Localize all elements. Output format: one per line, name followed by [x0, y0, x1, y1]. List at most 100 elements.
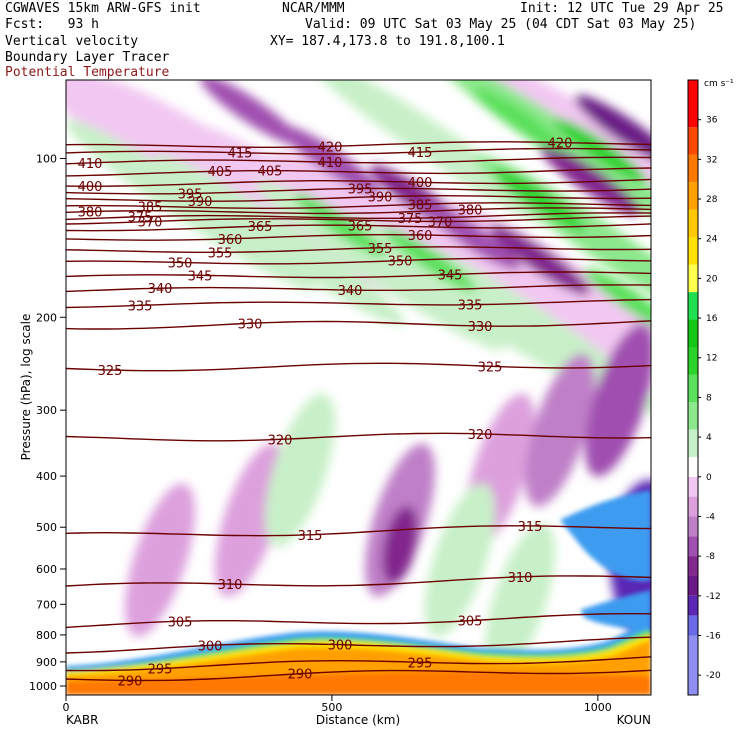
- colorbar-tick-label: 4: [706, 433, 712, 443]
- field-potential-temperature: Potential Temperature: [5, 65, 170, 80]
- theta-contour-label: 290: [288, 668, 313, 683]
- colorbar-swatch-negative: [688, 615, 698, 636]
- theta-contour-label: 290: [118, 674, 143, 689]
- low-level-plume: [125, 483, 195, 637]
- colorbar-swatch-positive: [688, 374, 698, 402]
- theta-contour-label: 400: [78, 180, 103, 195]
- theta-contour-line: [66, 234, 651, 241]
- theta-contour-label: 355: [208, 246, 233, 261]
- low-level-plume: [425, 483, 495, 637]
- colorbar-swatch-positive: [688, 319, 698, 348]
- low-level-plume: [485, 523, 555, 677]
- y-tick-label: 300: [36, 404, 57, 417]
- theta-contour-line: [66, 656, 651, 672]
- colorbar: -20 -16 -12 -8 -4 0 4 8 12 16 20 24 28 32 36: [687, 79, 721, 696]
- colorbar-swatch-positive: [688, 456, 698, 477]
- init-time: Init: 12 UTC Tue 29 Apr 25: [520, 1, 724, 16]
- colorbar-tick-label: 28: [706, 195, 718, 205]
- theta-contour-label: 405: [208, 165, 233, 180]
- colorbar-swatch-negative: [688, 516, 698, 537]
- potential-temperature-labels: 290 290 295 295 300 300 305 305 310 310 315 315 320 3…: [78, 137, 573, 690]
- theta-contour-label: 420: [548, 137, 573, 152]
- theta-contour-line: [66, 167, 651, 177]
- colorbar-tick-label: 24: [706, 235, 718, 245]
- theta-contour-line: [66, 320, 651, 330]
- theta-contour-label: 305: [458, 615, 483, 630]
- cross-section-coords: XY= 187.4,173.8 to 191.8,100.1: [270, 34, 505, 49]
- theta-contour-label: 345: [188, 269, 213, 284]
- theta-contour-label: 315: [298, 529, 323, 544]
- theta-contour-label: 300: [328, 639, 353, 654]
- colorbar-tick-label: -8: [706, 552, 715, 562]
- potential-temperature-contours: [66, 141, 651, 682]
- theta-contour-line: [66, 207, 651, 215]
- theta-contour-label: 365: [348, 219, 373, 234]
- colorbar-swatch-negative: [688, 476, 698, 497]
- low-level-plume: [215, 443, 285, 597]
- colorbar-tick-label: -4: [706, 512, 715, 522]
- colorbar-tick-label: 36: [706, 116, 718, 126]
- colorbar-swatch-positive: [688, 264, 698, 293]
- theta-contour-line: [66, 669, 651, 682]
- theta-contour-label: 380: [458, 204, 483, 219]
- forecast-hour: Fcst: 93 h: [5, 17, 99, 32]
- theta-contour-label: 395: [178, 187, 203, 202]
- theta-contour-label: 415: [408, 146, 433, 161]
- colorbar-frame: [687, 79, 699, 696]
- theta-contour-label: 355: [368, 242, 393, 257]
- theta-contour-label: 335: [458, 299, 483, 314]
- theta-contour-line: [66, 147, 651, 155]
- colorbar-swatch-positive: [688, 401, 698, 430]
- strong-downdraft-cell: [199, 80, 301, 145]
- theta-contour-label: 410: [318, 156, 343, 171]
- colorbar-tick-label: 16: [706, 314, 718, 324]
- updraft-band: [255, 179, 505, 351]
- theta-contour-label: 305: [168, 615, 193, 630]
- theta-contour-label: 340: [148, 282, 173, 297]
- theta-contour-label: 375: [398, 212, 423, 227]
- valid-time: Valid: 09 UTC Sat 03 May 25 (04 CDT Sat …: [305, 17, 697, 32]
- theta-contour-label: 320: [468, 428, 493, 443]
- theta-contour-label: 330: [468, 320, 493, 335]
- colorbar-swatch-negative: [688, 635, 698, 695]
- theta-contour-label: 400: [408, 176, 433, 191]
- y-tick-label: 800: [36, 629, 57, 642]
- theta-contour-line: [66, 156, 651, 165]
- theta-contour-line: [66, 246, 651, 253]
- updraft-band: [66, 119, 315, 291]
- theta-contour-label: 295: [408, 656, 433, 671]
- left-station-label: KABR: [66, 713, 98, 727]
- theta-contour-label: 325: [98, 364, 123, 379]
- low-level-plume: [525, 353, 595, 507]
- y-tick-label: 900: [36, 656, 57, 669]
- theta-contour-label: 370: [428, 215, 453, 230]
- strong-downdraft-cell: [539, 145, 641, 215]
- theta-contour-label: 340: [338, 284, 363, 299]
- colorbar-swatch-negative: [688, 556, 698, 576]
- theta-contour-label: 300: [198, 639, 223, 654]
- theta-contour-line: [66, 202, 651, 209]
- x-tick-label: 1000: [584, 701, 612, 714]
- theta-contour-label: 420: [318, 140, 343, 155]
- colorbar-swatch-negative: [688, 575, 698, 596]
- theta-contour-line: [66, 284, 651, 293]
- theta-contour-line: [66, 194, 651, 202]
- theta-contour-line: [66, 223, 651, 232]
- elevated-tracer-upper: [560, 490, 651, 581]
- colorbar-tick-label: 20: [706, 274, 718, 284]
- y-tick-label: 500: [36, 521, 57, 534]
- x-tick-label: 500: [321, 701, 342, 714]
- y-axis: 100 200 300 400 500 600 700 800 900 1000: [29, 152, 66, 693]
- theta-contour-line: [66, 271, 651, 279]
- theta-contour-label: 310: [508, 571, 533, 586]
- colorbar-swatch-positive: [688, 347, 698, 375]
- theta-contour-label: 295: [148, 663, 173, 678]
- theta-contour-label: 385: [138, 200, 163, 215]
- colorbar-swatch-positive: [688, 182, 698, 210]
- theta-contour-line: [66, 362, 651, 372]
- field-vertical-velocity: Vertical velocity: [5, 34, 139, 49]
- updraft-band: [415, 244, 651, 416]
- colorbar-swatch-positive: [688, 127, 698, 155]
- theta-contour-label: 370: [138, 216, 163, 231]
